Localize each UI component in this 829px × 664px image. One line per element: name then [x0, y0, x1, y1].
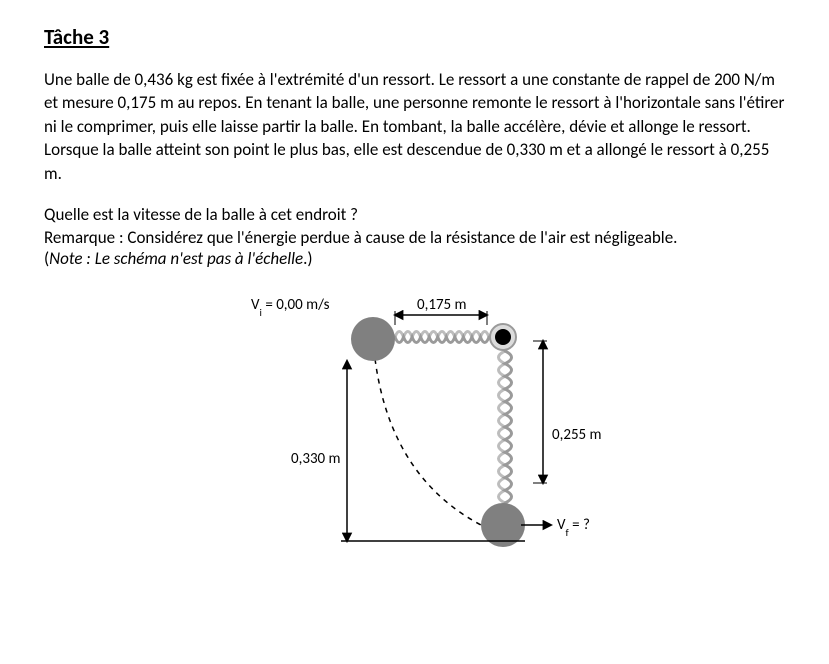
remark-line: Remarque : Considérez que l'énergie perd… — [44, 227, 785, 248]
remark-text: Considérez que l'énergie perdue à cause … — [124, 227, 678, 248]
note-suffix: .) — [303, 248, 312, 269]
question-line: Quelle est la vitesse de la balle à cet … — [44, 203, 785, 226]
page: Tâche 3 Une balle de 0,436 kg est fixée … — [0, 0, 829, 664]
note-italic: Note : Le schéma n'est pas à l'échelle — [49, 248, 303, 269]
svg-text:0,255 m: 0,255 m — [552, 426, 602, 444]
svg-text:0,330 m: 0,330 m — [291, 450, 341, 468]
physics-diagram: Vi = 0,00 m/s 0,175 m 0,255 m 0,330 m Vf = ? — [205, 273, 625, 573]
problem-paragraph: Une balle de 0,436 kg est fixée à l'extr… — [44, 68, 785, 185]
svg-text:Vf = ?: Vf = ? — [557, 516, 590, 539]
task-title: Tâche 3 — [44, 24, 785, 50]
svg-text:0,175 m: 0,175 m — [417, 296, 467, 314]
note-line: (Note : Le schéma n'est pas à l'échelle.… — [44, 248, 785, 269]
svg-text:Vi = 0,00 m/s: Vi = 0,00 m/s — [251, 296, 330, 319]
diagram-container: Vi = 0,00 m/s 0,175 m 0,255 m 0,330 m Vf = ? — [44, 273, 785, 573]
remark-label: Remarque : — [44, 227, 124, 248]
